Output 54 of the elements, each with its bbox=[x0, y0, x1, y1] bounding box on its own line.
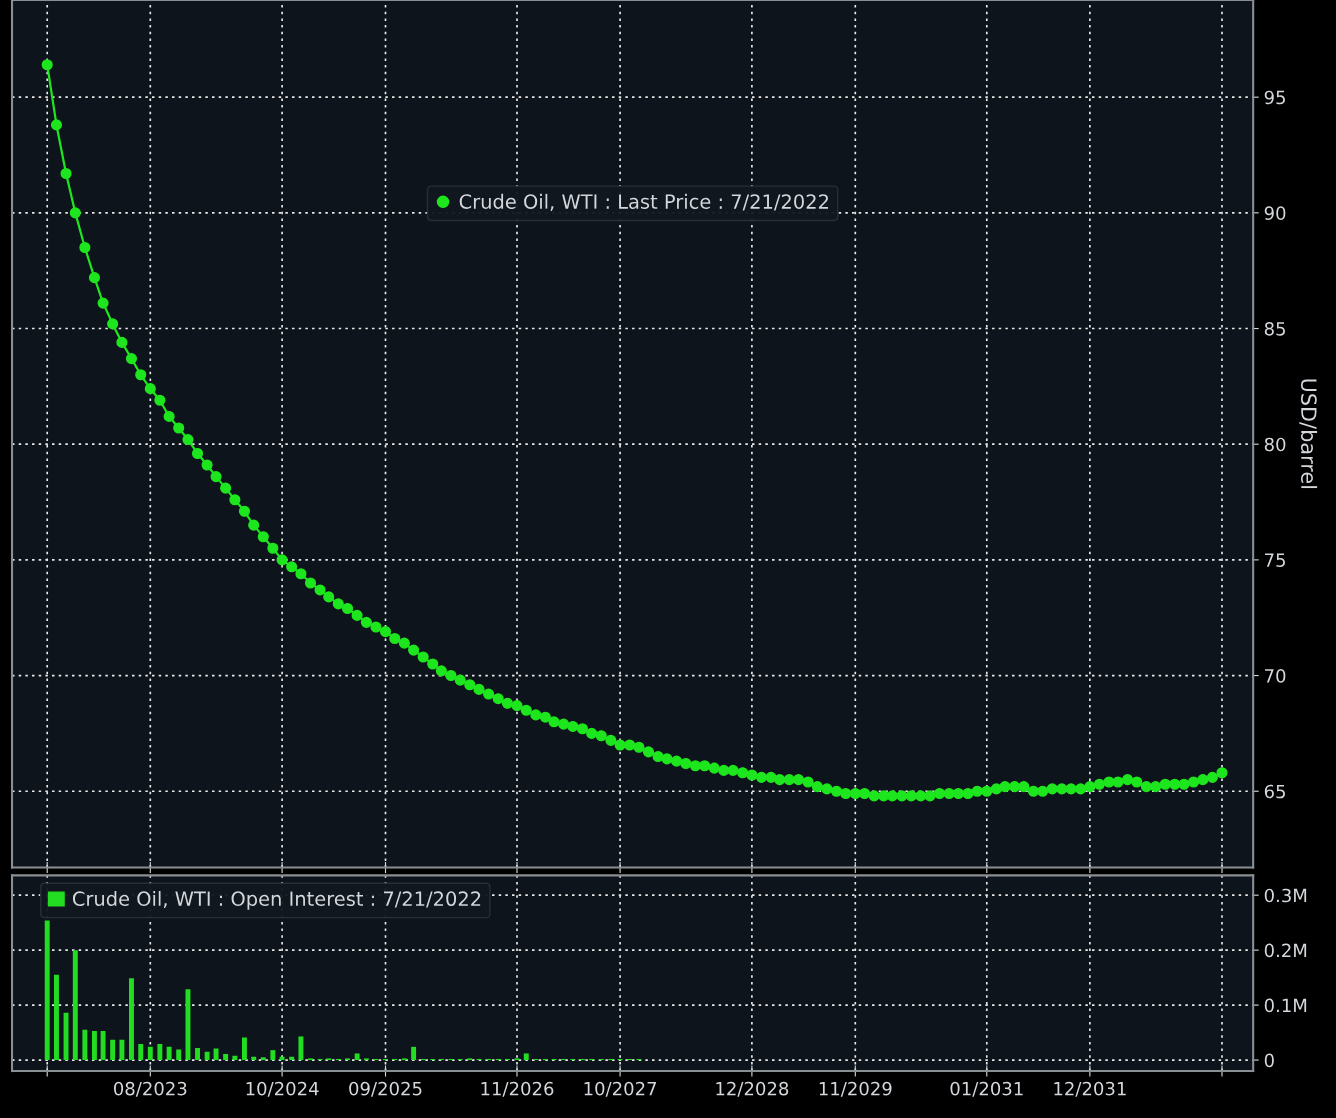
bar bbox=[185, 989, 191, 1061]
bar bbox=[63, 1012, 69, 1061]
x-tick-label: 09/2025 bbox=[349, 1081, 422, 1097]
x-tick-label: 01/2031 bbox=[950, 1081, 1023, 1097]
bar bbox=[204, 1051, 210, 1061]
bar bbox=[411, 1046, 417, 1061]
bar bbox=[157, 1044, 163, 1061]
bar bbox=[354, 1053, 360, 1061]
bar bbox=[298, 1036, 304, 1061]
x-tick-label: 11/2029 bbox=[819, 1081, 892, 1097]
bar bbox=[289, 1056, 295, 1061]
bar bbox=[260, 1057, 266, 1061]
x-tick-label: 11/2026 bbox=[481, 1081, 554, 1097]
y-tick-label: 70 bbox=[1265, 669, 1286, 683]
legend-label: Crude Oil, WTI : Open Interest : 7/21/2022 bbox=[72, 890, 481, 910]
bar bbox=[213, 1048, 219, 1061]
y-tick-label: 80 bbox=[1264, 437, 1286, 452]
y-tick-label: 90 bbox=[1264, 206, 1286, 220]
x-tick-label: 12/2028 bbox=[716, 1081, 789, 1097]
legend-label: Crude Oil, WTI : Last Price : 7/21/2022 bbox=[459, 193, 828, 211]
y-tick-label: 95 bbox=[1264, 90, 1285, 105]
bar bbox=[166, 1046, 172, 1061]
bar bbox=[100, 1030, 106, 1061]
bar bbox=[119, 1039, 125, 1061]
y-axis-title: USD/barrel bbox=[1299, 379, 1318, 489]
bar bbox=[54, 974, 59, 1061]
x-tick-label: 10/2027 bbox=[584, 1081, 657, 1097]
bar bbox=[147, 1046, 153, 1061]
bar bbox=[44, 920, 50, 1061]
x-tick-label: 12/2031 bbox=[1054, 1081, 1126, 1097]
bar bbox=[91, 1030, 97, 1061]
bar bbox=[138, 1044, 144, 1061]
bar bbox=[232, 1055, 238, 1061]
bar bbox=[82, 1029, 88, 1061]
bar bbox=[176, 1049, 182, 1061]
x-tick-label: 08/2023 bbox=[113, 1081, 187, 1097]
bar bbox=[251, 1056, 257, 1061]
bar bbox=[279, 1056, 285, 1061]
bar bbox=[129, 978, 134, 1061]
bar bbox=[270, 1050, 276, 1061]
y-tick-label: 85 bbox=[1264, 321, 1285, 336]
bar bbox=[72, 950, 78, 1061]
y-tick-label: 0.3M bbox=[1264, 888, 1307, 903]
bar bbox=[241, 1037, 247, 1061]
y-tick-label: 75 bbox=[1265, 553, 1285, 567]
bar bbox=[110, 1039, 116, 1061]
bar bbox=[195, 1047, 200, 1061]
y-tick-label: 65 bbox=[1264, 784, 1285, 799]
bar bbox=[223, 1054, 229, 1061]
y-tick-label: 0.1M bbox=[1264, 998, 1307, 1013]
y-tick-label: 0 bbox=[1264, 1053, 1274, 1068]
x-tick-label: 10/2024 bbox=[246, 1081, 319, 1097]
y-tick-label: 0.2M bbox=[1264, 943, 1307, 958]
bar bbox=[523, 1053, 529, 1061]
